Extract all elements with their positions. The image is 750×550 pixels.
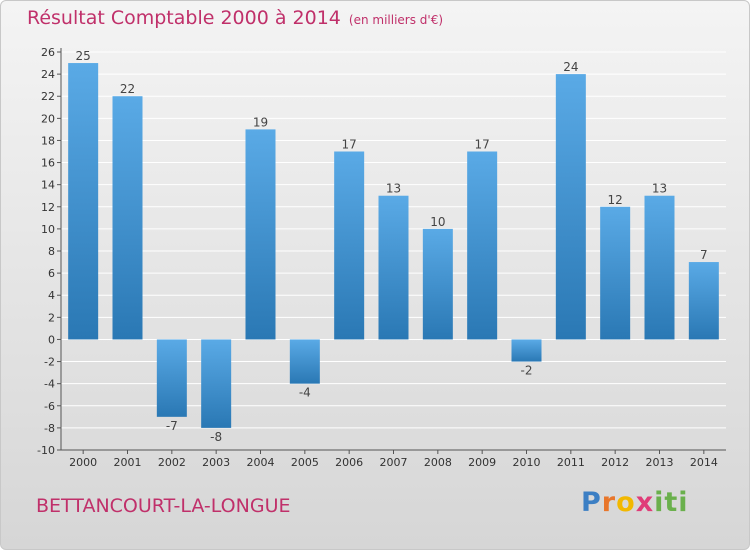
logo-letter-x: x [635,487,655,518]
bar-2012 [600,206,631,340]
x-tick-label: 2008 [424,456,452,469]
x-tick-label: 2009 [468,456,496,469]
value-label: 10 [430,215,445,229]
value-label: 25 [76,49,91,63]
logo-letter-o: o [616,487,636,518]
bar-2002 [156,339,187,417]
y-tick-label: 22 [41,90,55,103]
logo-letter-p: P [581,487,602,518]
bar-2011 [555,74,586,340]
value-label: 17 [342,138,357,152]
value-label: -4 [299,386,311,400]
x-tick-label: 2012 [601,456,629,469]
y-tick-label: 24 [41,68,55,81]
y-tick-label: 2 [48,311,55,324]
y-tick-label: 20 [41,112,55,125]
value-label: -2 [521,364,533,378]
value-label: 24 [563,60,578,74]
y-tick-label: 12 [41,201,55,214]
logo-letter-r: r [601,487,617,518]
bar-2003 [201,339,232,428]
title-text: Résultat Comptable 2000 à 2014 [27,7,341,29]
logo-letters-iti: iti [654,487,689,518]
x-tick-label: 2005 [291,456,319,469]
y-tick-label: 18 [41,134,55,147]
x-tick-label: 2002 [158,456,186,469]
value-label: 13 [386,182,401,196]
value-labels: 25 22 -7 -8 19 -4 17 13 10 17 -2 24 12 13 7 [76,49,708,444]
proxiti-logo: Proxiti [581,487,689,518]
y-tick-label: 14 [41,179,55,192]
title-unit: (en milliers d'€) [348,13,444,27]
value-label: 22 [120,82,135,96]
bar-2000 [68,63,99,340]
bar-2001 [112,96,143,340]
value-label: 13 [652,182,667,196]
x-tick-label: 2004 [247,456,275,469]
bars [68,63,719,428]
bar-2005 [289,339,320,384]
value-label: 19 [253,115,268,129]
value-label: 12 [608,193,623,207]
x-tick-label: 2011 [557,456,585,469]
bar-2008 [422,228,453,340]
y-tick-label: 0 [48,333,55,346]
x-tick-label: 2014 [690,456,718,469]
y-tick-label: -6 [44,400,55,413]
x-tick-label: 2003 [202,456,230,469]
y-tick-label: 16 [41,157,55,170]
value-label: -8 [210,430,222,444]
bar-2009 [467,151,498,340]
bar-2004 [245,129,276,340]
y-tick-label: -8 [44,422,55,435]
x-tick-label: 2013 [646,456,674,469]
y-tick-label: 8 [48,245,55,258]
x-tick-label: 2001 [114,456,142,469]
commune-name: BETTANCOURT-LA-LONGUE [36,495,291,517]
y-tick-label: -2 [44,356,55,369]
y-tick-label: 4 [48,289,55,302]
y-tick-label: -10 [37,444,55,457]
x-tick-label: 2010 [513,456,541,469]
value-label: -7 [166,419,178,433]
value-label: 7 [700,248,708,262]
y-tick-label: 10 [41,223,55,236]
x-tick-label: 2000 [69,456,97,469]
value-label: 17 [475,138,490,152]
y-tick-label: 6 [48,267,55,280]
bar-2010 [511,339,542,362]
x-tick-label: 2006 [335,456,363,469]
bar-2007 [378,195,409,340]
y-tick-label: -4 [44,378,55,391]
bar-2014 [688,262,719,340]
bar-2013 [644,195,675,340]
chart-title: Résultat Comptable 2000 à 2014 (en millie… [27,7,443,29]
y-tick-label: 26 [41,46,55,59]
x-tick-label: 2007 [380,456,408,469]
bar-2006 [334,151,365,340]
